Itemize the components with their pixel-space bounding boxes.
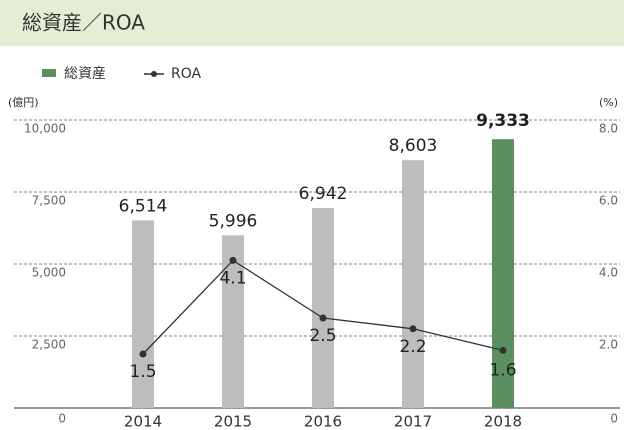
roa-point [319,314,327,322]
bar [132,220,154,408]
bar [312,208,334,408]
y-tick-label: 5,000 [32,266,66,280]
header-band [0,0,624,46]
roa-point [499,346,507,354]
bar-value-label: 6,514 [119,196,168,216]
bar-value-label: 8,603 [389,136,438,156]
x-tick-label: 2017 [394,413,432,430]
bar-value-label: 6,942 [299,184,348,204]
legend-label: ROA [171,66,202,82]
bar [402,160,424,408]
bar-value-label: 5,996 [209,211,258,231]
y2-tick-label: 4.0 [599,266,618,280]
y2-tick-label: 2.0 [599,338,618,352]
y-tick-label: 7,500 [32,194,66,208]
roa-value-label: 1.5 [129,362,156,382]
bar [222,235,244,408]
legend-swatch [42,69,56,77]
chart-title: 総資産／ROA [22,11,145,35]
y2-tick-label: 6.0 [599,194,618,208]
y-tick-label: 0 [58,412,66,426]
y-unit: (億円) [8,96,39,109]
bar-value-label: 9,333 [476,111,530,131]
roa-value-label: 2.2 [399,337,426,357]
roa-point [139,350,147,358]
roa-point [409,325,417,333]
y2-tick-label: 8.0 [599,122,618,136]
x-tick-label: 2016 [304,413,342,430]
roa-value-label: 2.5 [309,326,336,346]
roa-value-label: 4.1 [219,268,246,288]
x-tick-label: 2015 [214,413,252,430]
y-tick-label: 10,000 [24,122,66,136]
x-tick-label: 2018 [484,413,522,430]
x-tick-label: 2014 [124,413,162,430]
legend-dot [151,71,157,77]
y-tick-label: 2,500 [32,338,66,352]
roa-value-label: 1.6 [489,360,516,380]
legend-label: 総資産 [64,66,106,82]
y2-tick-label: 0 [610,412,618,426]
y2-unit: (%) [599,96,618,109]
roa-point [229,256,237,264]
bar [492,139,514,408]
